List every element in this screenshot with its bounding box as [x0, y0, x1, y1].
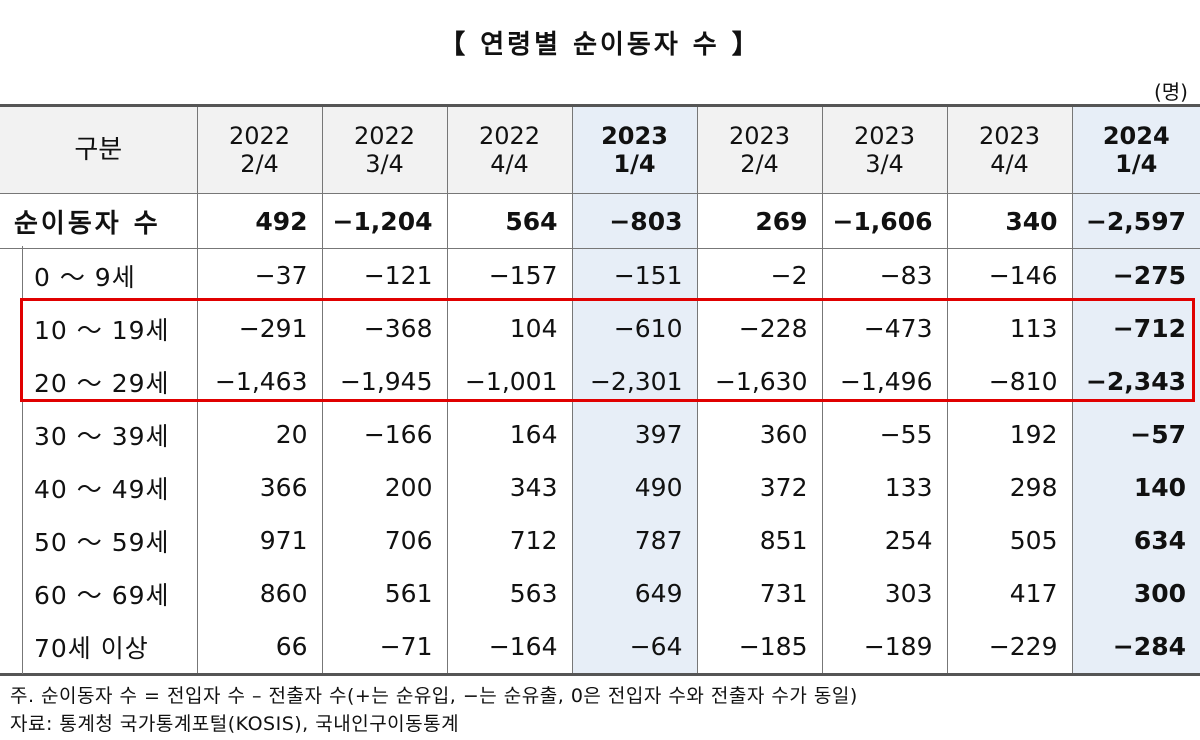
table-cell: 200 — [321, 461, 447, 514]
table-cell: 490 — [571, 461, 697, 514]
table-cell: 649 — [571, 567, 697, 620]
table-cell: −712 — [1071, 302, 1200, 355]
table-cell: −164 — [446, 620, 572, 676]
table-cell: −55 — [821, 408, 947, 461]
table-cell: −1,204 — [321, 193, 447, 249]
table-cell: −166 — [321, 408, 447, 461]
table-cell: 192 — [946, 408, 1072, 461]
table-cell: 787 — [571, 514, 697, 567]
table-cell: 731 — [696, 567, 822, 620]
table-cell: −189 — [821, 620, 947, 676]
table-cell: 492 — [196, 193, 322, 249]
table-cell: −228 — [696, 302, 822, 355]
column-header: 2023 2/4 — [696, 104, 822, 194]
table-row: 50 ～ 59세 971 706 712 787 851 254 505 634 — [0, 514, 1200, 567]
table-cell: −610 — [571, 302, 697, 355]
table-cell: −121 — [321, 248, 447, 302]
table-cell: 712 — [446, 514, 572, 567]
table-cell: 303 — [821, 567, 947, 620]
table-cell: −64 — [571, 620, 697, 676]
table-cell: 20 — [196, 408, 322, 461]
row-label: 60 ～ 69세 — [34, 580, 170, 610]
table-cell: 66 — [196, 620, 322, 676]
table-cell: 397 — [571, 408, 697, 461]
table-cell: 564 — [446, 193, 572, 249]
table-cell: 343 — [446, 461, 572, 514]
row-label: 70세 이상 — [0, 620, 197, 676]
table-cell: 269 — [696, 193, 822, 249]
column-header: 2023 3/4 — [821, 104, 947, 194]
column-header: 2022 4/4 — [446, 104, 572, 194]
table-cell: −37 — [196, 248, 322, 302]
table-cell: 706 — [321, 514, 447, 567]
table-cell: −2 — [696, 248, 822, 302]
table-cell: 417 — [946, 567, 1072, 620]
table-cell: 505 — [946, 514, 1072, 567]
table-row: 40 ～ 49세 366 200 343 490 372 133 298 140 — [0, 461, 1200, 514]
table-cell: 340 — [946, 193, 1072, 249]
table-cell: 140 — [1071, 461, 1200, 514]
row-label: 10 ～ 19세 — [34, 315, 170, 345]
column-header-highlight: 2024 1/4 — [1071, 104, 1200, 194]
table-cell: 634 — [1071, 514, 1200, 567]
table-cell: 366 — [196, 461, 322, 514]
table-cell: −151 — [571, 248, 697, 302]
migration-table: 구분 2022 2/4 2022 3/4 2022 4/4 2023 1/4 2023 2… — [0, 104, 1200, 676]
total-row: 순이동자 수 492 −1,204 564 −803 269 −1,606 340 −2,597 — [0, 193, 1200, 249]
subgroup-divider — [22, 246, 23, 674]
table-row: 70세 이상 66 −71 −164 −64 −185 −189 −229 −284 — [0, 620, 1200, 676]
row-label: 순이동자 수 — [0, 193, 197, 249]
table-row: 60 ～ 69세 860 561 563 649 731 303 417 300 — [0, 567, 1200, 620]
table-cell: 113 — [946, 302, 1072, 355]
table-cell: 298 — [946, 461, 1072, 514]
table-cell: −229 — [946, 620, 1072, 676]
table-cell: 300 — [1071, 567, 1200, 620]
table-cell: 133 — [821, 461, 947, 514]
column-header-highlight: 2023 1/4 — [571, 104, 697, 194]
table-cell: −57 — [1071, 408, 1200, 461]
highlight-box — [20, 298, 1195, 402]
table-cell: −473 — [821, 302, 947, 355]
column-header: 2022 2/4 — [196, 104, 322, 194]
row-label: 0 ～ 9세 — [34, 262, 136, 292]
table-cell: 561 — [321, 567, 447, 620]
table-cell: 164 — [446, 408, 572, 461]
table-cell: −275 — [1071, 248, 1200, 302]
table-cell: −284 — [1071, 620, 1200, 676]
column-header: 2022 3/4 — [321, 104, 447, 194]
table-cell: −1,606 — [821, 193, 947, 249]
table-cell: 971 — [196, 514, 322, 567]
corner-header: 구분 — [0, 104, 197, 194]
table-cell: −291 — [196, 302, 322, 355]
unit-label: (명) — [1153, 80, 1188, 104]
table-cell: 372 — [696, 461, 822, 514]
table-cell: 563 — [446, 567, 572, 620]
table-row: 0 ～ 9세 −37 −121 −157 −151 −2 −83 −146 −275 — [0, 248, 1200, 302]
table-cell: −185 — [696, 620, 822, 676]
column-header: 2023 4/4 — [946, 104, 1072, 194]
table-cell: 851 — [696, 514, 822, 567]
footnote-definition: 주. 순이동자 수 = 전입자 수 – 전출자 수(+는 순유입, −는 순유출… — [10, 685, 858, 707]
table-cell: −2,597 — [1071, 193, 1200, 249]
footnotes: 주. 순이동자 수 = 전입자 수 – 전출자 수(+는 순유입, −는 순유출… — [10, 682, 858, 738]
table-cell: −71 — [321, 620, 447, 676]
table-cell: −368 — [321, 302, 447, 355]
row-label: 30 ～ 39세 — [34, 421, 170, 451]
table-row: 30 ～ 39세 20 −166 164 397 360 −55 192 −57 — [0, 408, 1200, 461]
table-cell: 254 — [821, 514, 947, 567]
row-label: 20 ～ 29세 — [34, 368, 170, 398]
table-cell: −803 — [571, 193, 697, 249]
table-cell: 860 — [196, 567, 322, 620]
footnote-source: 자료: 통계청 국가통계포털(KOSIS), 국내인구이동통계 — [10, 713, 460, 735]
table-row: 10 ～ 19세 −291 −368 104 −610 −228 −473 113 −712 — [0, 302, 1200, 355]
row-label: 40 ～ 49세 — [34, 474, 170, 504]
table-cell: 104 — [446, 302, 572, 355]
header-row: 구분 2022 2/4 2022 3/4 2022 4/4 2023 1/4 2023 2… — [0, 104, 1200, 194]
table-cell: 360 — [696, 408, 822, 461]
table-title: 【 연령별 순이동자 수 】 — [439, 30, 761, 60]
row-label: 50 ～ 59세 — [34, 527, 170, 557]
table-cell: −157 — [446, 248, 572, 302]
table-cell: −146 — [946, 248, 1072, 302]
table-cell: −83 — [821, 248, 947, 302]
